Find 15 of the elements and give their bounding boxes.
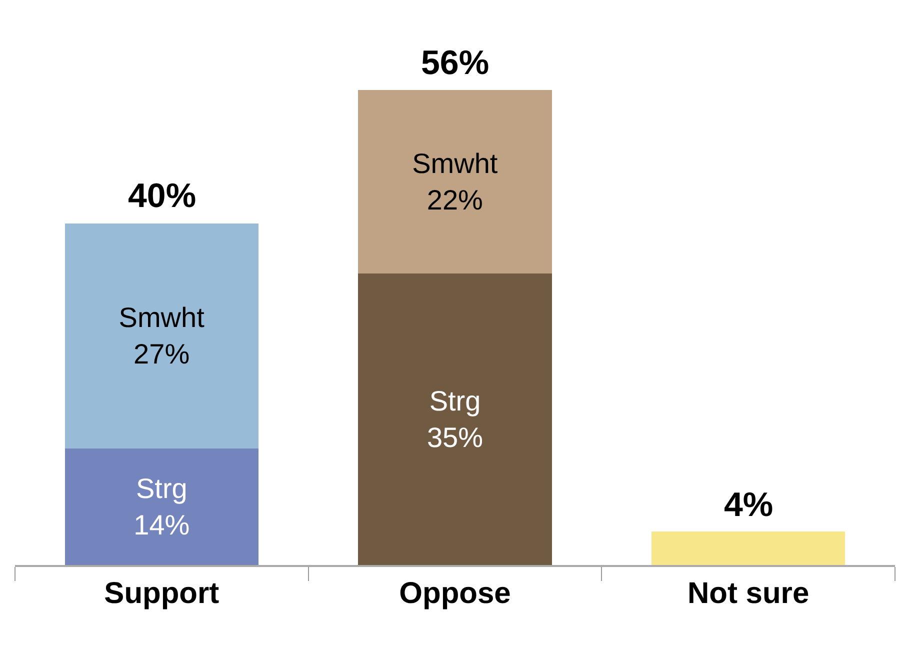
bar xyxy=(358,90,552,274)
data-label: Strg 35% xyxy=(426,385,484,453)
data-label: Smwht 22% xyxy=(412,148,498,216)
total-label: 4% xyxy=(724,486,774,524)
bar xyxy=(64,223,258,448)
x-tick-label: Support xyxy=(104,576,220,610)
bar xyxy=(652,532,846,565)
bar xyxy=(64,448,258,565)
x-tick-label: Oppose xyxy=(399,576,511,610)
data-label: Smwht 27% xyxy=(118,302,205,370)
x-tick-label: Not sure xyxy=(687,576,810,610)
data-label: Strg 14% xyxy=(134,472,190,540)
total-label: 56% xyxy=(421,44,490,82)
total-label: 40% xyxy=(128,177,196,215)
bar xyxy=(358,273,552,565)
